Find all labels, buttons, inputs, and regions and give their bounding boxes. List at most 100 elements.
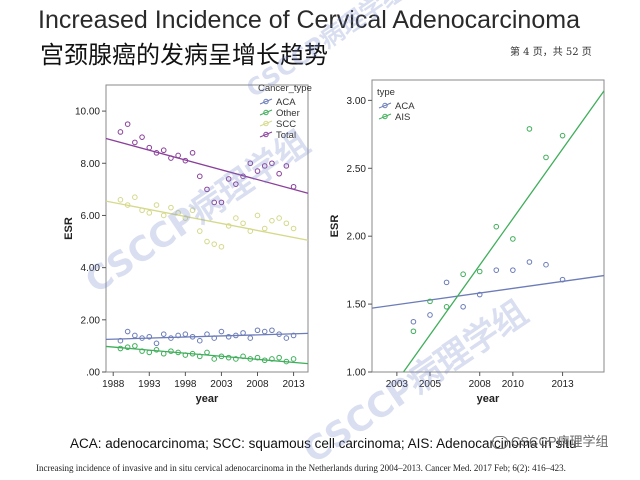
data-point-aca [168,335,174,341]
data-point-other [290,356,297,362]
data-point-aca [476,291,483,298]
data-point-ais [559,132,566,139]
data-point-total [290,183,297,190]
data-point-other [276,354,282,361]
data-point-scc [283,220,290,227]
y-tick-label: 8.00 [81,159,101,170]
data-point-aca [543,261,549,268]
data-point-total [254,168,261,174]
y-axis-label: ESR [329,215,341,238]
data-point-aca [196,337,203,344]
data-point-other [168,348,174,354]
data-point-other [139,348,145,354]
data-point-total [146,144,153,151]
data-point-other [269,356,275,362]
data-point-aca [225,333,232,340]
data-point-other [240,353,246,360]
data-point-aca [283,335,290,341]
y-tick-label: 2.00 [81,315,101,326]
data-point-aca [189,333,196,340]
brand-watermark: CSCCP病理学组 [492,431,609,450]
data-point-total [261,163,268,169]
chart-incidence-aca-vs-ais: 1.00 1.50 2.00 2.50 3.00 2003 2005 2008 2010 2013… [329,79,605,405]
data-point-total [196,173,203,180]
legend-swatch-marker [263,120,269,127]
data-point-aca [261,328,268,335]
plot-frame [371,79,605,373]
data-point-scc [175,210,181,216]
legend-title: type [377,87,395,98]
x-tick-label: 1998 [174,379,197,390]
plot-frame [105,84,309,373]
data-point-aca [132,332,138,339]
data-point-other [182,352,189,358]
data-point-total [139,134,145,140]
legend-label: ACA [276,97,296,108]
data-point-scc [290,225,297,232]
data-point-other [146,349,153,356]
data-point-aca [240,330,246,336]
fit-line-total [105,137,309,194]
citation: Increasing incidence of invasive and in … [36,463,566,473]
y-tick-label: 3.00 [347,96,367,107]
x-axis-label: year [477,393,500,405]
data-point-scc [247,228,254,234]
data-point-scc [153,202,160,208]
data-point-ais [526,126,533,132]
data-point-ais [493,223,500,230]
data-point-aca [269,327,275,334]
data-point-other [117,345,124,352]
data-point-total [182,157,189,164]
data-point-aca [276,331,282,337]
slide-title-chinese: 宫颈腺癌的发病呈增长趋势 [40,41,328,69]
legend-label: AIS [395,112,410,123]
data-point-scc [233,215,239,221]
fit-line-ais [402,90,605,373]
x-tick-label: 2010 [502,379,525,390]
data-point-aca [233,332,239,339]
data-point-scc [132,194,138,200]
data-point-ais [410,328,417,335]
data-point-aca [559,276,566,283]
y-tick-label: 1.50 [347,300,367,311]
data-point-aca [247,335,254,341]
data-point-scc [189,207,196,214]
legend-swatch-line [259,131,273,138]
data-point-total [132,139,138,146]
y-tick-label: 2.00 [347,232,367,243]
data-point-total [168,155,174,161]
legend-swatch-marker [263,98,269,105]
fit-line-aca [371,274,605,309]
data-point-total [204,186,210,193]
data-point-aca [460,304,466,310]
data-point-other [124,344,131,351]
legend-label: Total [276,130,296,141]
data-point-scc [261,225,268,232]
brand-text: CSCCP病理学组 [511,434,609,449]
x-tick-label: 2005 [419,379,442,390]
data-point-aca [526,259,533,265]
data-point-total [247,160,254,167]
data-point-other [153,347,160,353]
x-tick-label: 2013 [282,379,305,390]
data-point-total [117,129,124,135]
data-point-ais [443,304,450,310]
y-tick-label: 6.00 [81,211,101,222]
x-tick-label: 1988 [102,379,125,390]
data-point-other [225,354,232,361]
x-tick-label: 1993 [138,379,161,390]
data-point-ais [510,236,516,242]
data-point-ais [476,268,483,275]
data-point-other [211,356,218,362]
data-point-aca [254,327,261,334]
data-point-aca [211,335,218,341]
x-tick-label: 2008 [246,379,269,390]
data-point-other [132,343,138,349]
data-point-scc [240,220,246,227]
data-point-scc [254,212,261,219]
data-point-scc [225,223,232,229]
x-axis-label: year [196,393,219,405]
data-point-scc [204,238,210,245]
data-point-total [240,173,246,180]
x-tick-label: 2003 [210,379,233,390]
